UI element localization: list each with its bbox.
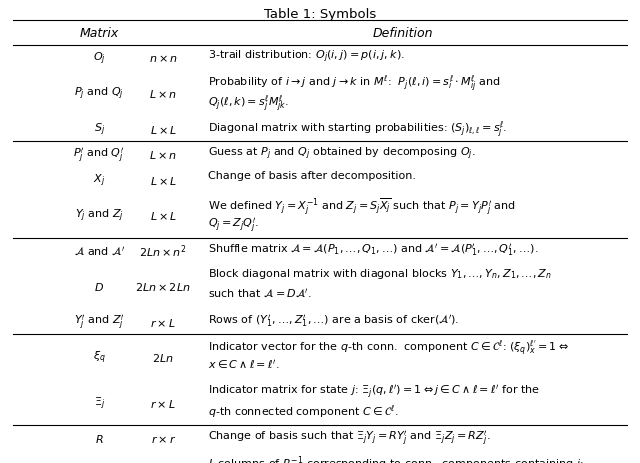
Text: We defined $Y_j = X_j^{-1}$ and $Z_j = S_j\overline{X_j}$ such that $P_j = Y_jP_: We defined $Y_j = X_j^{-1}$ and $Z_j = S…	[208, 196, 516, 217]
Text: $R$: $R$	[95, 432, 104, 444]
Text: $Y_j'$ and $Z_j'$: $Y_j'$ and $Z_j'$	[74, 313, 124, 332]
Text: Change of basis after decomposition.: Change of basis after decomposition.	[208, 170, 416, 181]
Text: $x \in C \wedge \ell = \ell'$.: $x \in C \wedge \ell = \ell'$.	[208, 357, 280, 370]
Text: Block diagonal matrix with diagonal blocks $Y_1,\ldots,Y_n,Z_1,\ldots,Z_n$: Block diagonal matrix with diagonal bloc…	[208, 267, 552, 281]
Text: $L \times L$: $L \times L$	[150, 124, 177, 135]
Text: $\mathcal{A}$ and $\mathcal{A}'$: $\mathcal{A}$ and $\mathcal{A}'$	[74, 245, 125, 257]
Text: $2Ln$: $2Ln$	[152, 351, 174, 363]
Text: $r \times L$: $r \times L$	[150, 397, 176, 409]
Text: Indicator matrix for state $j$: $\Xi_j(q,\ell') = 1 \Leftrightarrow j \in C \wed: Indicator matrix for state $j$: $\Xi_j(q…	[208, 383, 540, 400]
Text: $L$ columns of $R^{-1}$ corresponding to conn.  components containing $j$:: $L$ columns of $R^{-1}$ corresponding to…	[208, 454, 584, 463]
Text: Shuffle matrix $\mathcal{A} = \mathcal{A}(P_1,\ldots,Q_1,\ldots)$ and $\mathcal{: Shuffle matrix $\mathcal{A} = \mathcal{A…	[208, 241, 538, 257]
Text: $\Xi_j$: $\Xi_j$	[93, 394, 105, 411]
Text: $L \times n$: $L \times n$	[149, 88, 177, 100]
Text: $\xi_q$: $\xi_q$	[93, 349, 106, 366]
Text: $S_j$: $S_j$	[93, 121, 105, 138]
Text: $X_j$: $X_j$	[93, 172, 106, 188]
Text: $Q_j(\ell,k) = s_j^\ell M_{jk}^\ell$.: $Q_j(\ell,k) = s_j^\ell M_{jk}^\ell$.	[208, 94, 289, 114]
Text: $2Ln\times 2Ln$: $2Ln\times 2Ln$	[136, 281, 191, 293]
Text: Matrix: Matrix	[79, 27, 119, 40]
Text: Definition: Definition	[373, 27, 433, 40]
Text: Indicator vector for the $q$-th conn.  component $C \in \mathcal{C}^\ell$: $(\xi: Indicator vector for the $q$-th conn. co…	[208, 338, 569, 356]
Text: 3-trail distribution: $O_j(i,j) = p(i,j,k)$.: 3-trail distribution: $O_j(i,j) = p(i,j,…	[208, 49, 405, 65]
Text: $L \times L$: $L \times L$	[150, 175, 177, 186]
Text: $r \times L$: $r \times L$	[150, 316, 176, 328]
Text: $O_j$: $O_j$	[93, 50, 106, 67]
Text: Change of basis such that $\Xi_j Y_j = RY_j'$ and $\Xi_j Z_j = RZ_j'$.: Change of basis such that $\Xi_j Y_j = R…	[208, 428, 491, 447]
Text: Probability of $i \rightarrow j$ and $j \rightarrow k$ in $M^\ell$:  $P_j(\ell,i: Probability of $i \rightarrow j$ and $j …	[208, 74, 500, 94]
Text: $L \times L$: $L \times L$	[150, 210, 177, 222]
Text: $D$: $D$	[94, 281, 104, 293]
Text: Rows of $(Y_1',\ldots,Z_1',\ldots)$ are a basis of cker$(\mathcal{A}')$.: Rows of $(Y_1',\ldots,Z_1',\ldots)$ are …	[208, 312, 460, 328]
Text: $Q_j = Z_jQ_j'$.: $Q_j = Z_jQ_j'$.	[208, 216, 259, 234]
Text: $q$-th connected component $C \in \mathcal{C}^\ell$.: $q$-th connected component $C \in \mathc…	[208, 403, 399, 419]
Text: $L \times n$: $L \times n$	[149, 149, 177, 161]
Text: $2Ln\times n^2$: $2Ln\times n^2$	[140, 243, 187, 259]
Text: Diagonal matrix with starting probabilities: $(S_j)_{\ell,\ell} = s_j^\ell$.: Diagonal matrix with starting probabilit…	[208, 119, 508, 140]
Text: Guess at $P_j$ and $Q_j$ obtained by decomposing $O_j$.: Guess at $P_j$ and $Q_j$ obtained by dec…	[208, 145, 476, 161]
Text: $P_j'$ and $Q_j'$: $P_j'$ and $Q_j'$	[74, 145, 125, 164]
Text: $P_j$ and $Q_j$: $P_j$ and $Q_j$	[74, 86, 124, 102]
Text: $r \times r$: $r \times r$	[150, 433, 176, 444]
Text: $Y_j$ and $Z_j$: $Y_j$ and $Z_j$	[75, 207, 124, 224]
Text: Table 1: Symbols: Table 1: Symbols	[264, 8, 376, 21]
Text: such that $\mathcal{A} = D\mathcal{A}'$.: such that $\mathcal{A} = D\mathcal{A}'$.	[208, 287, 312, 299]
Text: $n \times n$: $n \times n$	[148, 53, 178, 64]
